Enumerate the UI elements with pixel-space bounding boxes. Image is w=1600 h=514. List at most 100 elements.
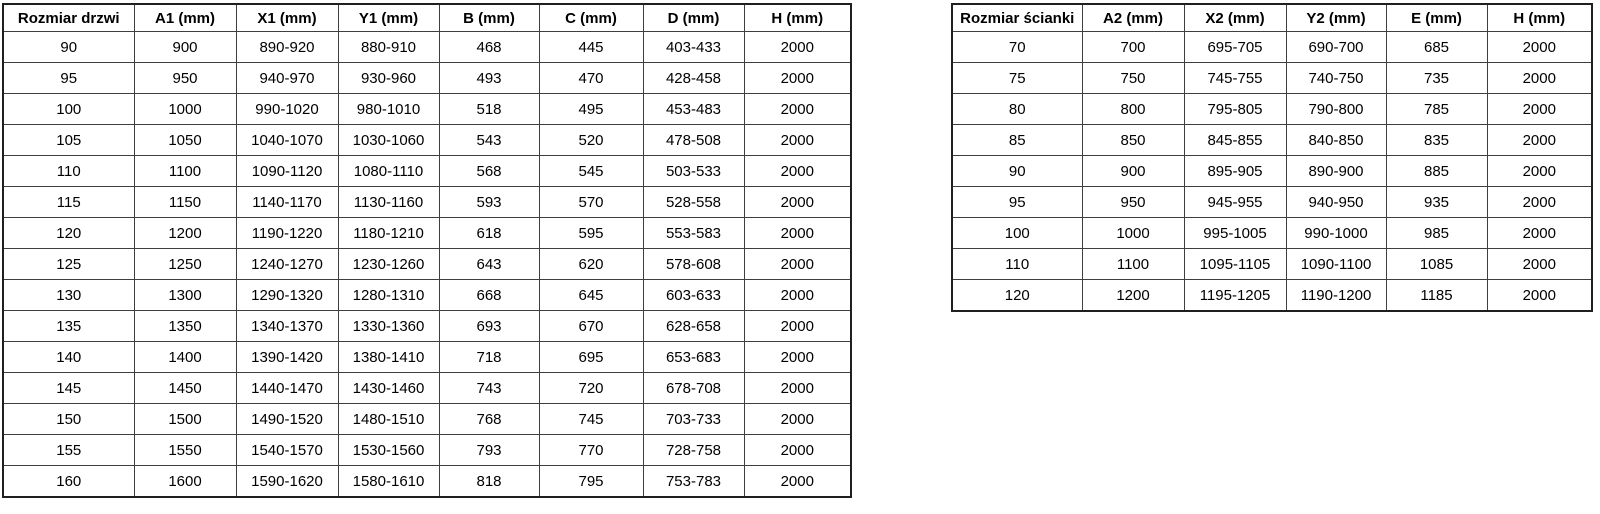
- table-cell: 1000: [1081, 217, 1185, 249]
- table-cell: 140: [2, 341, 135, 373]
- table-row: 110 1100 1090-1120 1080-1110 568 545 503-533 20…: [2, 155, 852, 187]
- table-cell: 1090-1100: [1285, 248, 1387, 280]
- table-cell: 900: [1081, 155, 1185, 187]
- table-cell: 1030-1060: [337, 124, 440, 156]
- table-row: 85 850 845-855 840-850 835 2000: [951, 124, 1593, 156]
- header-row: Rozmiar drzwi A1 (mm) X1 (mm) Y1 (mm) B (mm)…: [2, 3, 852, 32]
- table-cell: 125: [2, 248, 135, 280]
- table-cell: 670: [538, 310, 644, 342]
- table-row: 145 1450 1440-1470 1430-1460 743 720 678-708 20…: [2, 372, 852, 404]
- table-cell: 503-533: [642, 155, 745, 187]
- table-cell: 800: [1081, 93, 1185, 125]
- table-cell: 728-758: [642, 434, 745, 466]
- table-cell: 743: [438, 372, 540, 404]
- table-cell: 75: [951, 62, 1083, 94]
- table-cell: 620: [538, 248, 644, 280]
- table-cell: 2000: [743, 310, 852, 342]
- table-cell: 2000: [743, 403, 852, 435]
- table-cell: 70: [951, 31, 1083, 63]
- column-header: A1 (mm): [133, 3, 237, 32]
- table-cell: 850: [1081, 124, 1185, 156]
- table-cell: 1250: [133, 248, 237, 280]
- table-cell: 718: [438, 341, 540, 373]
- table-cell: 520: [538, 124, 644, 156]
- table-cell: 1200: [133, 217, 237, 249]
- table-cell: 685: [1385, 31, 1488, 63]
- table-cell: 1150: [133, 186, 237, 218]
- table-cell: 703-733: [642, 403, 745, 435]
- table-row: 90 900 895-905 890-900 885 2000: [951, 155, 1593, 187]
- table-cell: 2000: [743, 62, 852, 94]
- table-cell: 768: [438, 403, 540, 435]
- table-cell: 1480-1510: [337, 403, 440, 435]
- table-cell: 695-705: [1183, 31, 1287, 63]
- table-cell: 618: [438, 217, 540, 249]
- column-header: Y2 (mm): [1285, 3, 1387, 32]
- table-cell: 695: [538, 341, 644, 373]
- table-cell: 1340-1370: [235, 310, 339, 342]
- table-row: 115 1150 1140-1170 1130-1160 593 570 528-558 20…: [2, 186, 852, 218]
- table-cell: 2000: [1486, 93, 1593, 125]
- table-cell: 543: [438, 124, 540, 156]
- table-cell: 1080-1110: [337, 155, 440, 187]
- table-cell: 150: [2, 403, 135, 435]
- table-cell: 453-483: [642, 93, 745, 125]
- table-cell: 693: [438, 310, 540, 342]
- table-cell: 1500: [133, 403, 237, 435]
- table-row: 135 1350 1340-1370 1330-1360 693 670 628-658 20…: [2, 310, 852, 342]
- door-size-table: Rozmiar drzwi A1 (mm) X1 (mm) Y1 (mm) B (mm)…: [2, 3, 852, 498]
- table-cell: 1550: [133, 434, 237, 466]
- table-cell: 1290-1320: [235, 279, 339, 311]
- table-cell: 160: [2, 465, 135, 498]
- table-cell: 795-805: [1183, 93, 1287, 125]
- table-cell: 1440-1470: [235, 372, 339, 404]
- table-row: 120 1200 1195-1205 1190-1200 1185 2000: [951, 279, 1593, 312]
- table-cell: 155: [2, 434, 135, 466]
- table-cell: 470: [538, 62, 644, 94]
- table-cell: 1490-1520: [235, 403, 339, 435]
- table-cell: 1300: [133, 279, 237, 311]
- table-cell: 653-683: [642, 341, 745, 373]
- table-cell: 2000: [1486, 62, 1593, 94]
- table-cell: 845-855: [1183, 124, 1287, 156]
- table-cell: 1140-1170: [235, 186, 339, 218]
- table-row: 75 750 745-755 740-750 735 2000: [951, 62, 1593, 94]
- table-row: 80 800 795-805 790-800 785 2000: [951, 93, 1593, 125]
- table-cell: 553-583: [642, 217, 745, 249]
- table-cell: 2000: [743, 124, 852, 156]
- table-cell: 115: [2, 186, 135, 218]
- table-cell: 1390-1420: [235, 341, 339, 373]
- table-cell: 403-433: [642, 31, 745, 63]
- table-cell: 895-905: [1183, 155, 1287, 187]
- table-cell: 100: [951, 217, 1083, 249]
- table-cell: 593: [438, 186, 540, 218]
- table-cell: 1580-1610: [337, 465, 440, 498]
- column-header: Rozmiar drzwi: [2, 3, 135, 32]
- table-cell: 818: [438, 465, 540, 498]
- table-cell: 750: [1081, 62, 1185, 94]
- table-cell: 145: [2, 372, 135, 404]
- table-cell: 930-960: [337, 62, 440, 94]
- table-cell: 2000: [743, 465, 852, 498]
- table-cell: 2000: [1486, 217, 1593, 249]
- table-cell: 1240-1270: [235, 248, 339, 280]
- table-cell: 790-800: [1285, 93, 1387, 125]
- table-row: 95 950 945-955 940-950 935 2000: [951, 186, 1593, 218]
- table-cell: 120: [951, 279, 1083, 312]
- table-row: 95 950 940-970 930-960 493 470 428-458 2000: [2, 62, 852, 94]
- table-cell: 840-850: [1285, 124, 1387, 156]
- column-header: Rozmiar ścianki: [951, 3, 1083, 32]
- table-cell: 880-910: [337, 31, 440, 63]
- column-header: A2 (mm): [1081, 3, 1185, 32]
- table-cell: 745-755: [1183, 62, 1287, 94]
- table-cell: 1040-1070: [235, 124, 339, 156]
- table-cell: 528-558: [642, 186, 745, 218]
- table-cell: 935: [1385, 186, 1488, 218]
- table-cell: 578-608: [642, 248, 745, 280]
- table-cell: 785: [1385, 93, 1488, 125]
- table-cell: 1000: [133, 93, 237, 125]
- table-cell: 2000: [743, 341, 852, 373]
- table-cell: 1590-1620: [235, 465, 339, 498]
- table-row: 125 1250 1240-1270 1230-1260 643 620 578-608 20…: [2, 248, 852, 280]
- table-cell: 1350: [133, 310, 237, 342]
